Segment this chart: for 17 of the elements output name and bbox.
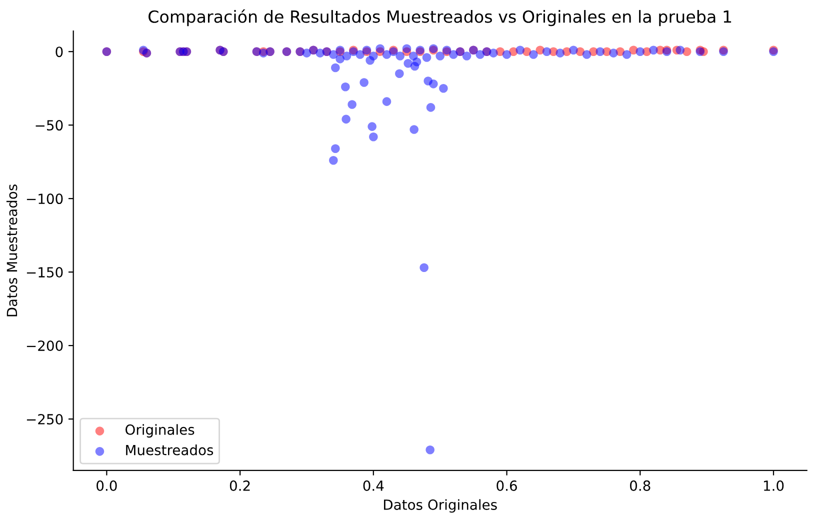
x-tick-label: 0.8 — [630, 480, 650, 491]
y-axis-title: Datos Muestreados — [6, 184, 18, 316]
x-tick-label: 1.0 — [764, 480, 784, 491]
x-axis-title: Datos Originales — [384, 499, 497, 513]
x-tick-label: 0.4 — [363, 480, 384, 491]
y-tick-label: −50 — [36, 120, 63, 131]
y-tick-label: 0 — [56, 46, 63, 58]
x-tick-label: 0.0 — [96, 480, 117, 491]
legend-label: Originales — [126, 424, 194, 438]
chart-title: Comparación de Resultados Muestreados vs Originales en la prueba 1 — [148, 9, 732, 26]
y-tick-label: −250 — [26, 414, 63, 425]
x-tick-label: 0.2 — [230, 480, 250, 491]
legend-label: Muestreados — [126, 444, 214, 456]
x-tick-label: 0.6 — [496, 480, 517, 491]
y-tick-label: −100 — [26, 194, 63, 204]
y-tick-label: −150 — [26, 267, 63, 278]
y-tick-label: −200 — [26, 340, 63, 352]
